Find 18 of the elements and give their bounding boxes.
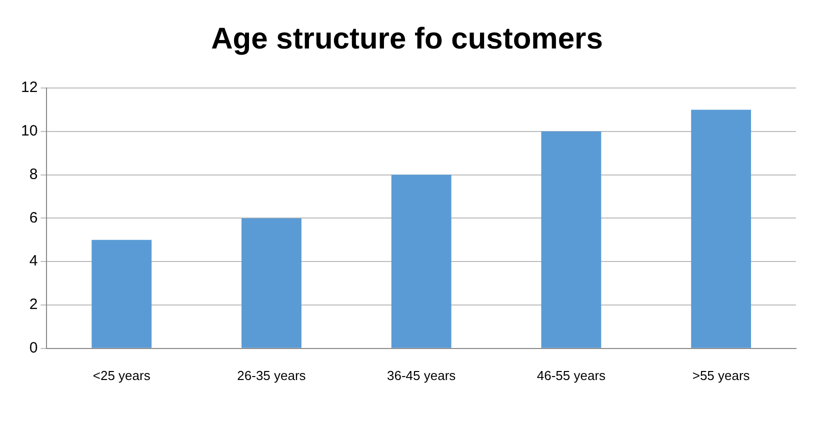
x-tick-label: <25 years xyxy=(92,368,151,383)
y-tick-label: 0 xyxy=(29,340,38,357)
x-tick-label: 26-35 years xyxy=(237,368,306,383)
bar xyxy=(92,240,152,348)
chart-title: Age structure fo customers xyxy=(211,22,603,56)
bar xyxy=(541,131,602,348)
bar xyxy=(242,218,302,348)
y-tick-label: 4 xyxy=(29,252,38,270)
x-tick-label: 36-45 years xyxy=(387,368,456,383)
bar xyxy=(691,110,752,348)
x-tick-label: 46-55 years xyxy=(536,368,606,383)
bar xyxy=(391,174,452,348)
y-tick-label: 12 xyxy=(20,79,38,96)
y-tick-label: 10 xyxy=(20,122,38,140)
y-tick-label: 6 xyxy=(29,209,38,226)
x-tick-label: >55 years xyxy=(692,368,750,383)
y-tick-label: 2 xyxy=(29,296,38,314)
y-tick-label: 8 xyxy=(29,166,38,183)
